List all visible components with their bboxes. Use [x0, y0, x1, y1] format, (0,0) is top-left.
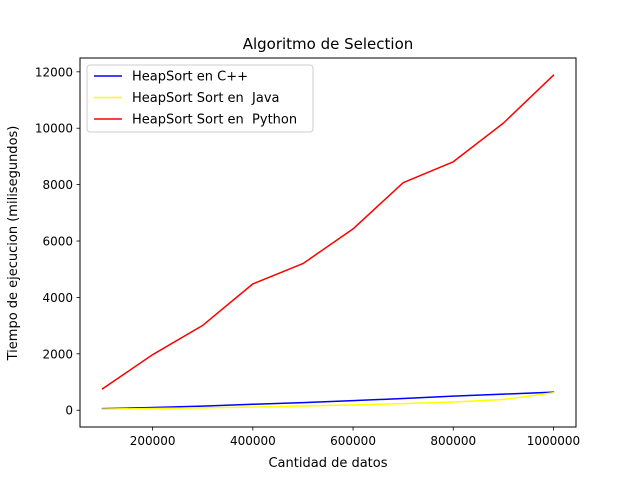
y-tick-label: 8000 — [42, 178, 73, 192]
series-layer — [101, 74, 555, 410]
legend: HeapSort en C++ HeapSort Sort en Java Heap… — [86, 64, 314, 133]
legend-label-3: HeapSort Sort en Python — [132, 113, 297, 128]
legend-label-2: HeapSort Sort en Java — [132, 91, 280, 106]
x-tick-label: 600000 — [330, 434, 376, 448]
series-line-2 — [101, 391, 555, 410]
y-tick-label: 2000 — [42, 347, 73, 361]
y-tick-label: 0 — [65, 404, 73, 418]
x-tick-label: 800000 — [430, 434, 476, 448]
x-tick-label: 1000000 — [527, 434, 580, 448]
y-axis-label: Tiempo de ejecucion (milisegundos) — [6, 126, 21, 362]
y-tick-label: 6000 — [42, 235, 73, 249]
y-tick-label: 4000 — [42, 291, 73, 305]
y-tick-label: 12000 — [35, 65, 73, 79]
x-tick-label: 400000 — [230, 434, 276, 448]
y-axis-ticks: 0 2000 4000 6000 8000 10000 12000 — [35, 65, 80, 418]
legend-label-1: HeapSort en C++ — [132, 70, 248, 85]
legend-box — [86, 64, 314, 133]
x-tick-label: 200000 — [130, 434, 176, 448]
series-line-1 — [101, 391, 555, 410]
x-axis-label: Cantidad de datos — [268, 456, 387, 471]
x-axis-ticks: 200000 400000 600000 800000 1000000 — [130, 427, 580, 448]
chart-title: Algoritmo de Selection — [243, 35, 414, 53]
plot-area-frame — [79, 57, 577, 428]
y-tick-label: 10000 — [35, 122, 73, 136]
series-line-3 — [101, 74, 555, 390]
